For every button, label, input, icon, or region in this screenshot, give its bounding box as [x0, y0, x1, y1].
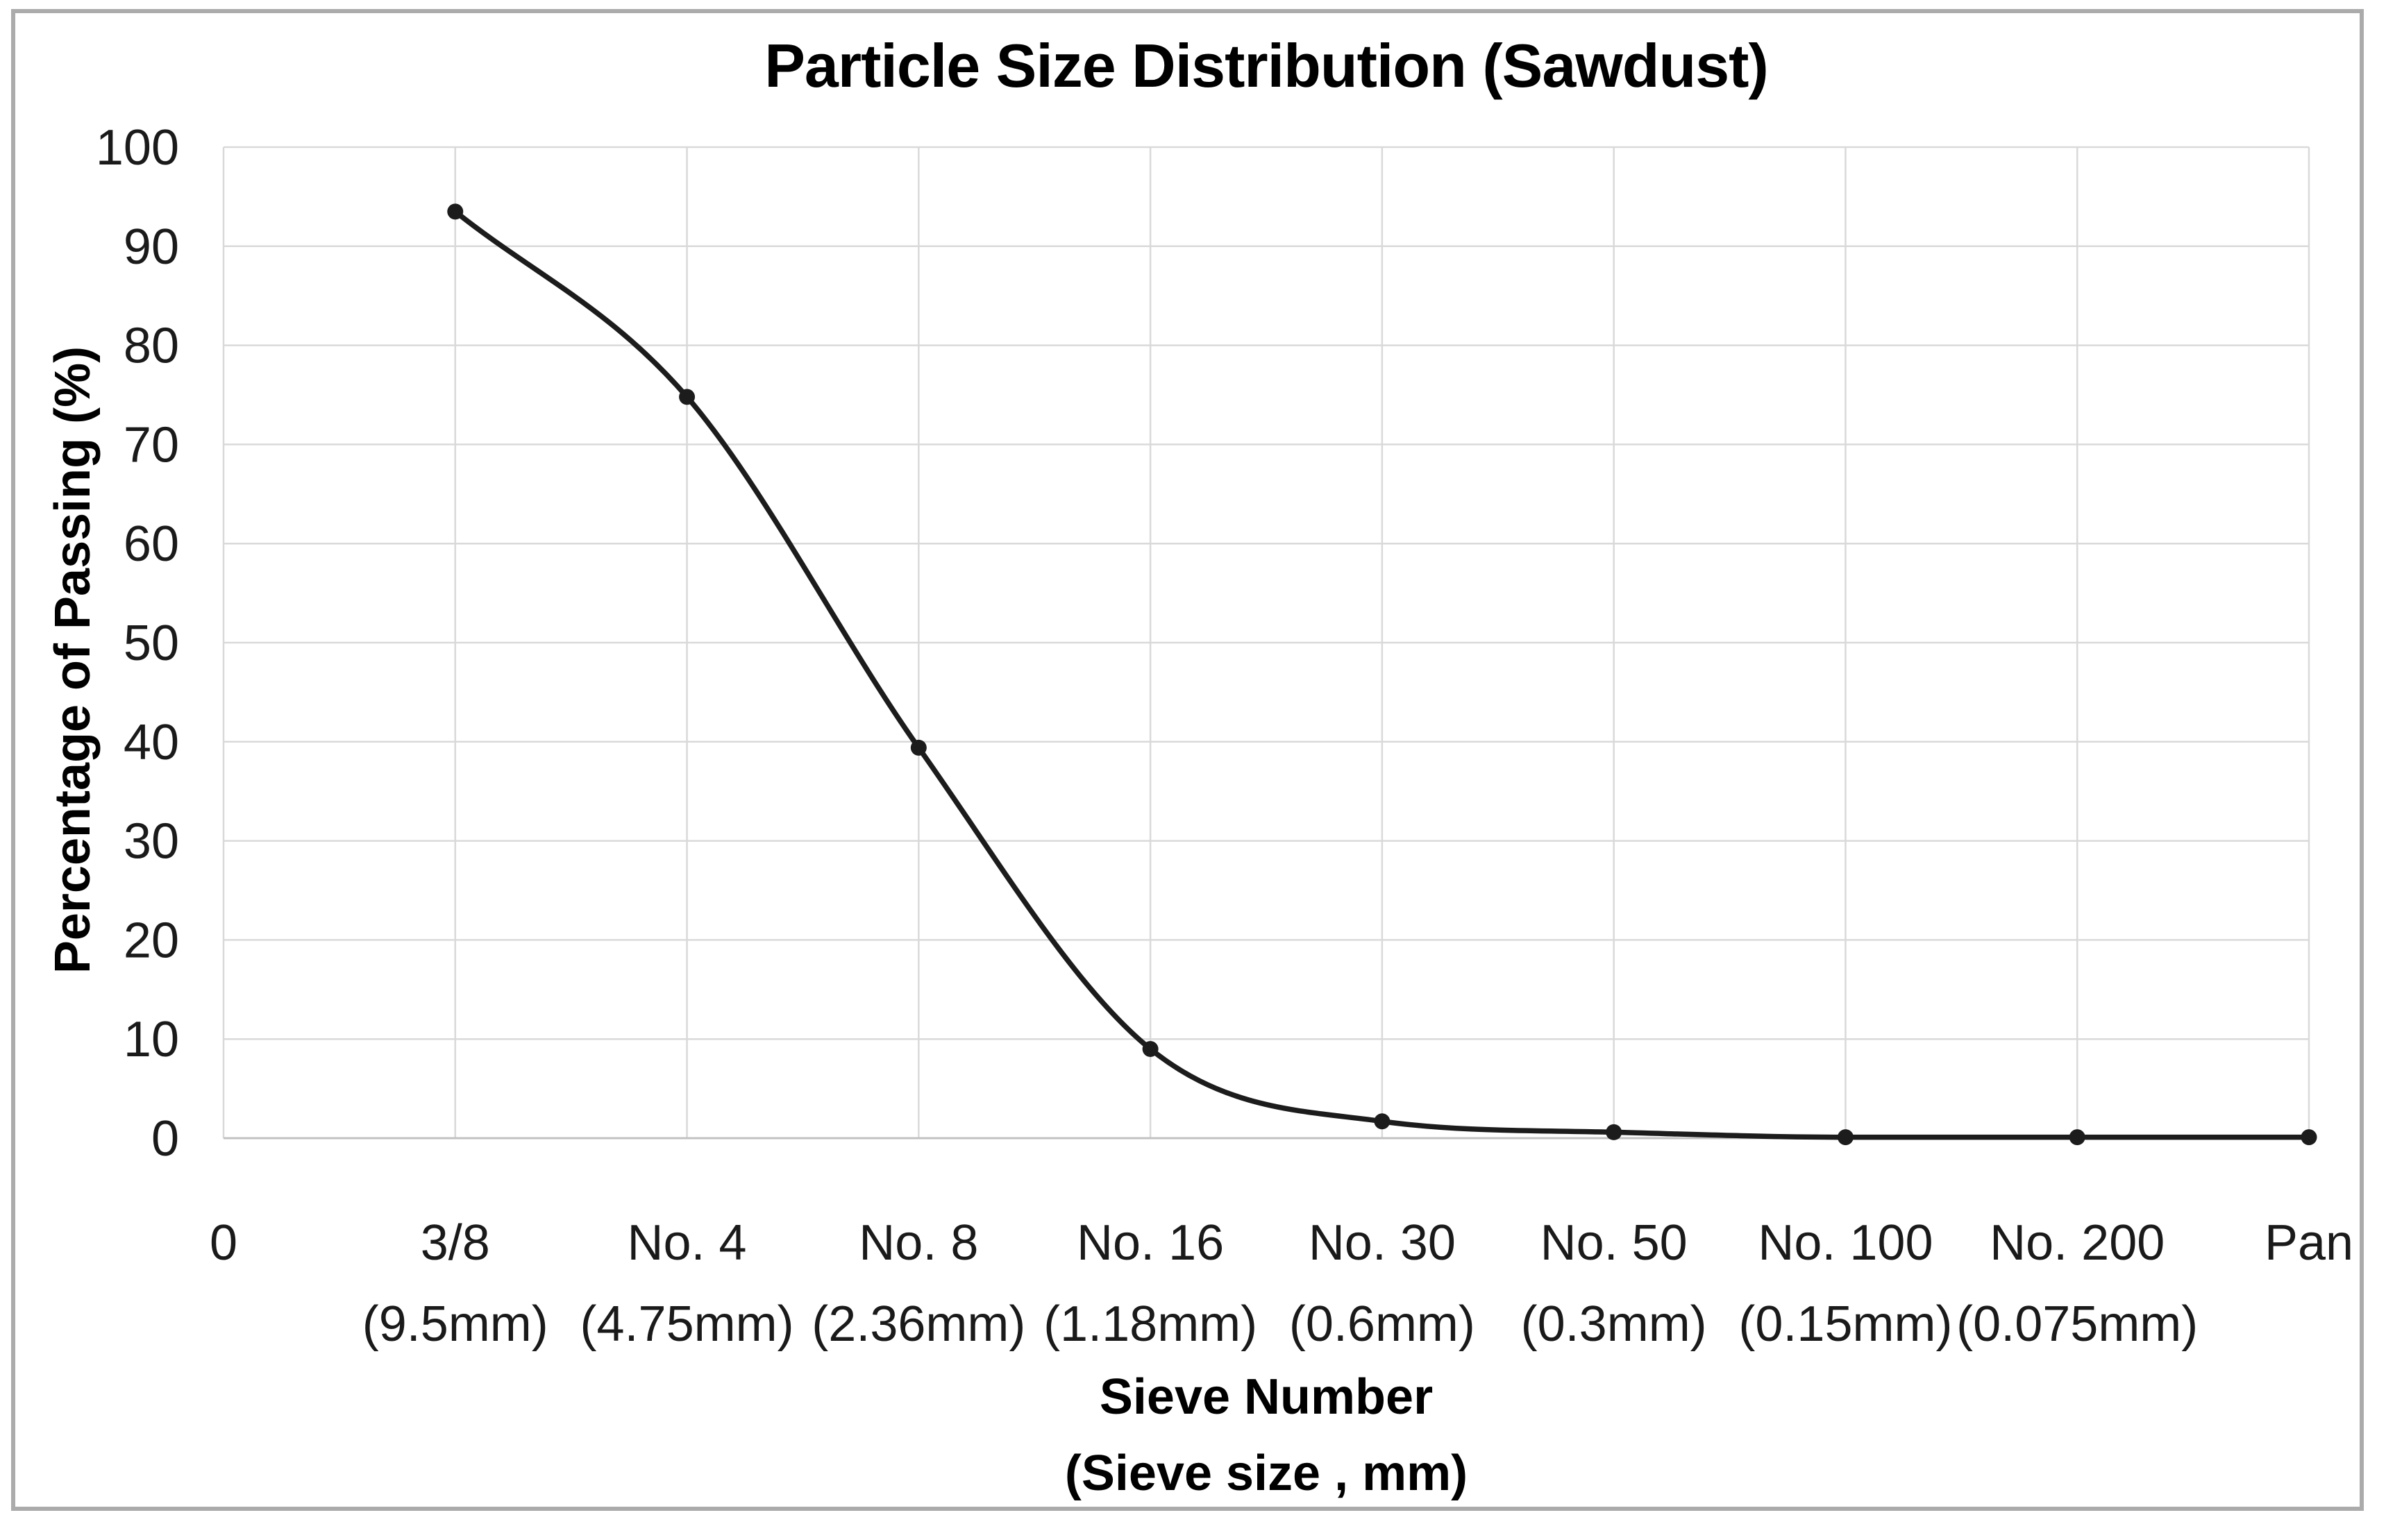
x-tick-label: Pan	[2265, 1215, 2353, 1271]
x-tick-sublabel: (2.36mm)	[812, 1296, 1025, 1352]
y-tick-label: 50	[124, 616, 179, 671]
data-point	[447, 203, 464, 220]
x-tick-sublabel: (0.6mm)	[1289, 1296, 1475, 1352]
x-tick-label: 3/8	[421, 1215, 490, 1271]
x-tick-label: 0	[210, 1215, 237, 1271]
x-tick-label: No. 50	[1540, 1215, 1688, 1271]
x-axis-title-line1: Sieve Number	[1099, 1369, 1434, 1425]
x-tick-label: No. 4	[628, 1215, 747, 1271]
x-tick-label: No. 16	[1077, 1215, 1224, 1271]
x-tick-label: No. 100	[1758, 1215, 1933, 1271]
x-tick-sublabel: (0.15mm)	[1738, 1296, 1952, 1352]
x-tick-sublabel: (4.75mm)	[580, 1296, 794, 1352]
data-point	[2069, 1129, 2085, 1146]
y-tick-label: 100	[96, 120, 179, 176]
data-point	[1142, 1040, 1159, 1057]
x-tick-label: No. 200	[1990, 1215, 2165, 1271]
y-tick-label: 30	[124, 814, 179, 870]
y-tick-label: 70	[124, 417, 179, 473]
y-tick-label: 0	[151, 1111, 179, 1167]
data-point	[1837, 1129, 1854, 1146]
data-point	[679, 389, 696, 405]
x-tick-label: No. 30	[1309, 1215, 1456, 1271]
y-tick-label: 40	[124, 715, 179, 770]
x-axis-title: Sieve Number (Sieve size , mm)	[224, 1369, 2309, 1502]
data-point	[2301, 1129, 2317, 1146]
x-axis-title-line2: (Sieve size , mm)	[1064, 1446, 1468, 1501]
y-tick-label: 20	[124, 913, 179, 968]
y-tick-label: 90	[124, 219, 179, 275]
x-tick-sublabel: (0.075mm)	[1956, 1296, 2198, 1352]
x-tick-sublabel: (9.5mm)	[362, 1296, 548, 1352]
x-tick-sublabel: (1.18mm)	[1043, 1296, 1257, 1352]
series-line	[453, 209, 2312, 1140]
x-tick-sublabel: (0.3mm)	[1521, 1296, 1707, 1352]
x-tick-label: No. 8	[859, 1215, 978, 1271]
y-tick-label: 60	[124, 516, 179, 572]
chart-title: Particle Size Distribution (Sawdust)	[764, 31, 1769, 100]
y-tick-label: 80	[124, 319, 179, 374]
data-point	[910, 739, 927, 756]
data-point	[1374, 1113, 1391, 1130]
y-tick-label: 10	[124, 1012, 179, 1067]
chart-border	[11, 9, 2364, 1511]
data-point	[1606, 1124, 1622, 1140]
